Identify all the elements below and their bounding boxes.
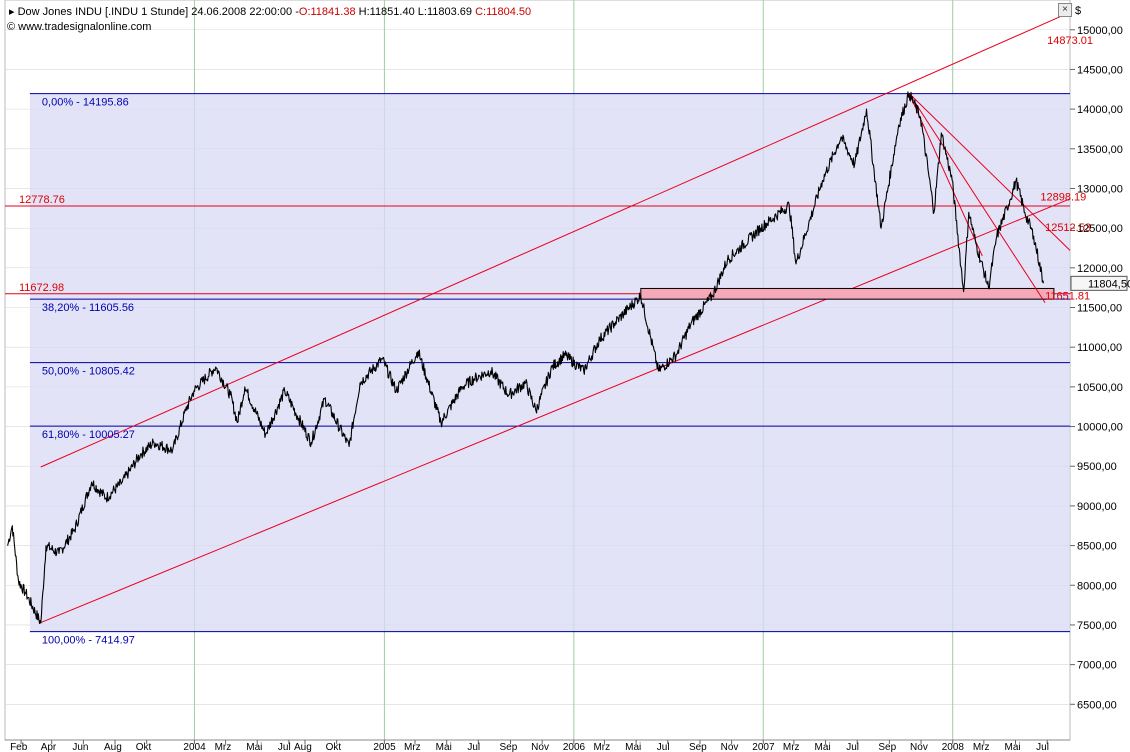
support-zone [640, 287, 1055, 300]
close-value: C:11804.50 [475, 6, 532, 18]
x-tick-label: 2006 [563, 742, 586, 752]
fib-level-label: 38,20% - 11605.56 [42, 302, 134, 314]
y-tick-label: 15000,00 [1077, 25, 1123, 37]
close-chart-button[interactable]: × [1058, 3, 1072, 17]
resistance-label: 11672.98 [19, 282, 64, 294]
y-tick-label: 13000,00 [1077, 183, 1123, 195]
x-tick-label: Apr [41, 742, 57, 752]
y-tick-label: 14000,00 [1077, 104, 1123, 116]
fib-level-label: 100,00% - 7414.97 [42, 635, 135, 647]
last-price-label: 11804,50 [1088, 278, 1130, 290]
y-tick-label: 11000,00 [1077, 342, 1122, 354]
x-tick-label: Jul [1036, 742, 1049, 752]
x-tick-label: Okt [136, 742, 152, 752]
price-annotation: 12512.53 [1045, 222, 1091, 234]
y-tick-label: 7000,00 [1077, 660, 1117, 672]
y-tick-label: 6500,00 [1077, 699, 1117, 711]
x-tick-label: 2008 [942, 742, 965, 752]
x-tick-label: Mrz [593, 742, 610, 752]
open-value: O:11841.38 [298, 6, 356, 18]
x-tick-label: 2005 [373, 742, 396, 752]
trend-line [908, 93, 983, 257]
y-tick-label: 10000,00 [1077, 422, 1123, 434]
price-series-line [7, 91, 1045, 625]
x-tick-label: Nov [910, 742, 928, 752]
fib-level-label: 50,00% - 10805.42 [42, 366, 135, 378]
low-value: L:11803.69 [417, 6, 473, 18]
price-annotation: 12898.19 [1040, 192, 1086, 204]
y-tick-label: 9500,00 [1077, 461, 1117, 473]
x-tick-label: 2004 [183, 742, 206, 752]
y-tick-label: 13500,00 [1077, 144, 1123, 156]
y-tick-label: 9000,00 [1077, 501, 1117, 513]
y-tick-label: 10500,00 [1077, 382, 1123, 394]
x-tick-label: Sep [500, 742, 518, 752]
x-tick-label: Jul [846, 742, 859, 752]
x-tick-label: Jun [72, 742, 88, 752]
x-tick-label: Mai [625, 742, 641, 752]
price-annotation: 11651.81 [1045, 290, 1090, 302]
x-tick-label: Mai [246, 742, 262, 752]
y-tick-label: 7500,00 [1077, 620, 1117, 632]
last-price-box [1070, 275, 1128, 291]
x-tick-label: Okt [326, 742, 342, 752]
fib-level-label: 61,80% - 10005.27 [42, 429, 135, 441]
x-tick-label: Sep [689, 742, 707, 752]
y-tick-label: 8000,00 [1077, 580, 1117, 592]
x-tick-label: Mrz [973, 742, 990, 752]
x-tick-label: Feb [10, 742, 28, 752]
channel-upper-line [40, 11, 1071, 468]
expand-triangle-icon[interactable]: ▸ [9, 6, 15, 18]
y-tick-label: 14500,00 [1077, 64, 1123, 76]
y-tick-label: 8500,00 [1077, 541, 1117, 553]
x-tick-label: Mrz [783, 742, 800, 752]
chart-title: Dow Jones INDU [.INDU 1 Stunde] 24.06.20… [17, 6, 293, 18]
x-tick-label: Mrz [404, 742, 421, 752]
x-tick-label: Mai [1005, 742, 1021, 752]
price-annotation: 14873.01 [1047, 35, 1093, 47]
channel-lower-line [40, 198, 1071, 624]
x-tick-label: 2007 [752, 742, 775, 752]
x-tick-label: Jul [278, 742, 291, 752]
x-tick-label: Nov [721, 742, 739, 752]
x-tick-label: Nov [531, 742, 549, 752]
x-tick-label: Jul [467, 742, 480, 752]
y-tick-label: 12500,00 [1077, 223, 1123, 235]
x-tick-label: Mai [436, 742, 452, 752]
trend-line [908, 93, 1046, 304]
currency-label: $ [1075, 5, 1082, 17]
high-value: H:11851.40 [358, 6, 415, 18]
resistance-label: 12778.76 [19, 194, 65, 206]
x-tick-label: Sep [878, 742, 896, 752]
fib-level-label: 0,00% - 14195.86 [42, 97, 129, 109]
chart-title-line: ▸ Dow Jones INDU [.INDU 1 Stunde] 24.06.… [9, 6, 532, 18]
source-credit: © www.tradesignalonline.com [7, 21, 152, 33]
x-tick-label: Mrz [215, 742, 232, 752]
x-tick-label: Mai [815, 742, 831, 752]
x-tick-label: Aug [294, 742, 312, 752]
x-tick-label: Jul [657, 742, 670, 752]
x-tick-label: Aug [104, 742, 122, 752]
close-icon: × [1062, 4, 1068, 15]
y-tick-label: 11500,00 [1077, 303, 1122, 315]
y-tick-label: 12000,00 [1077, 263, 1123, 275]
trend-line [908, 93, 1071, 251]
